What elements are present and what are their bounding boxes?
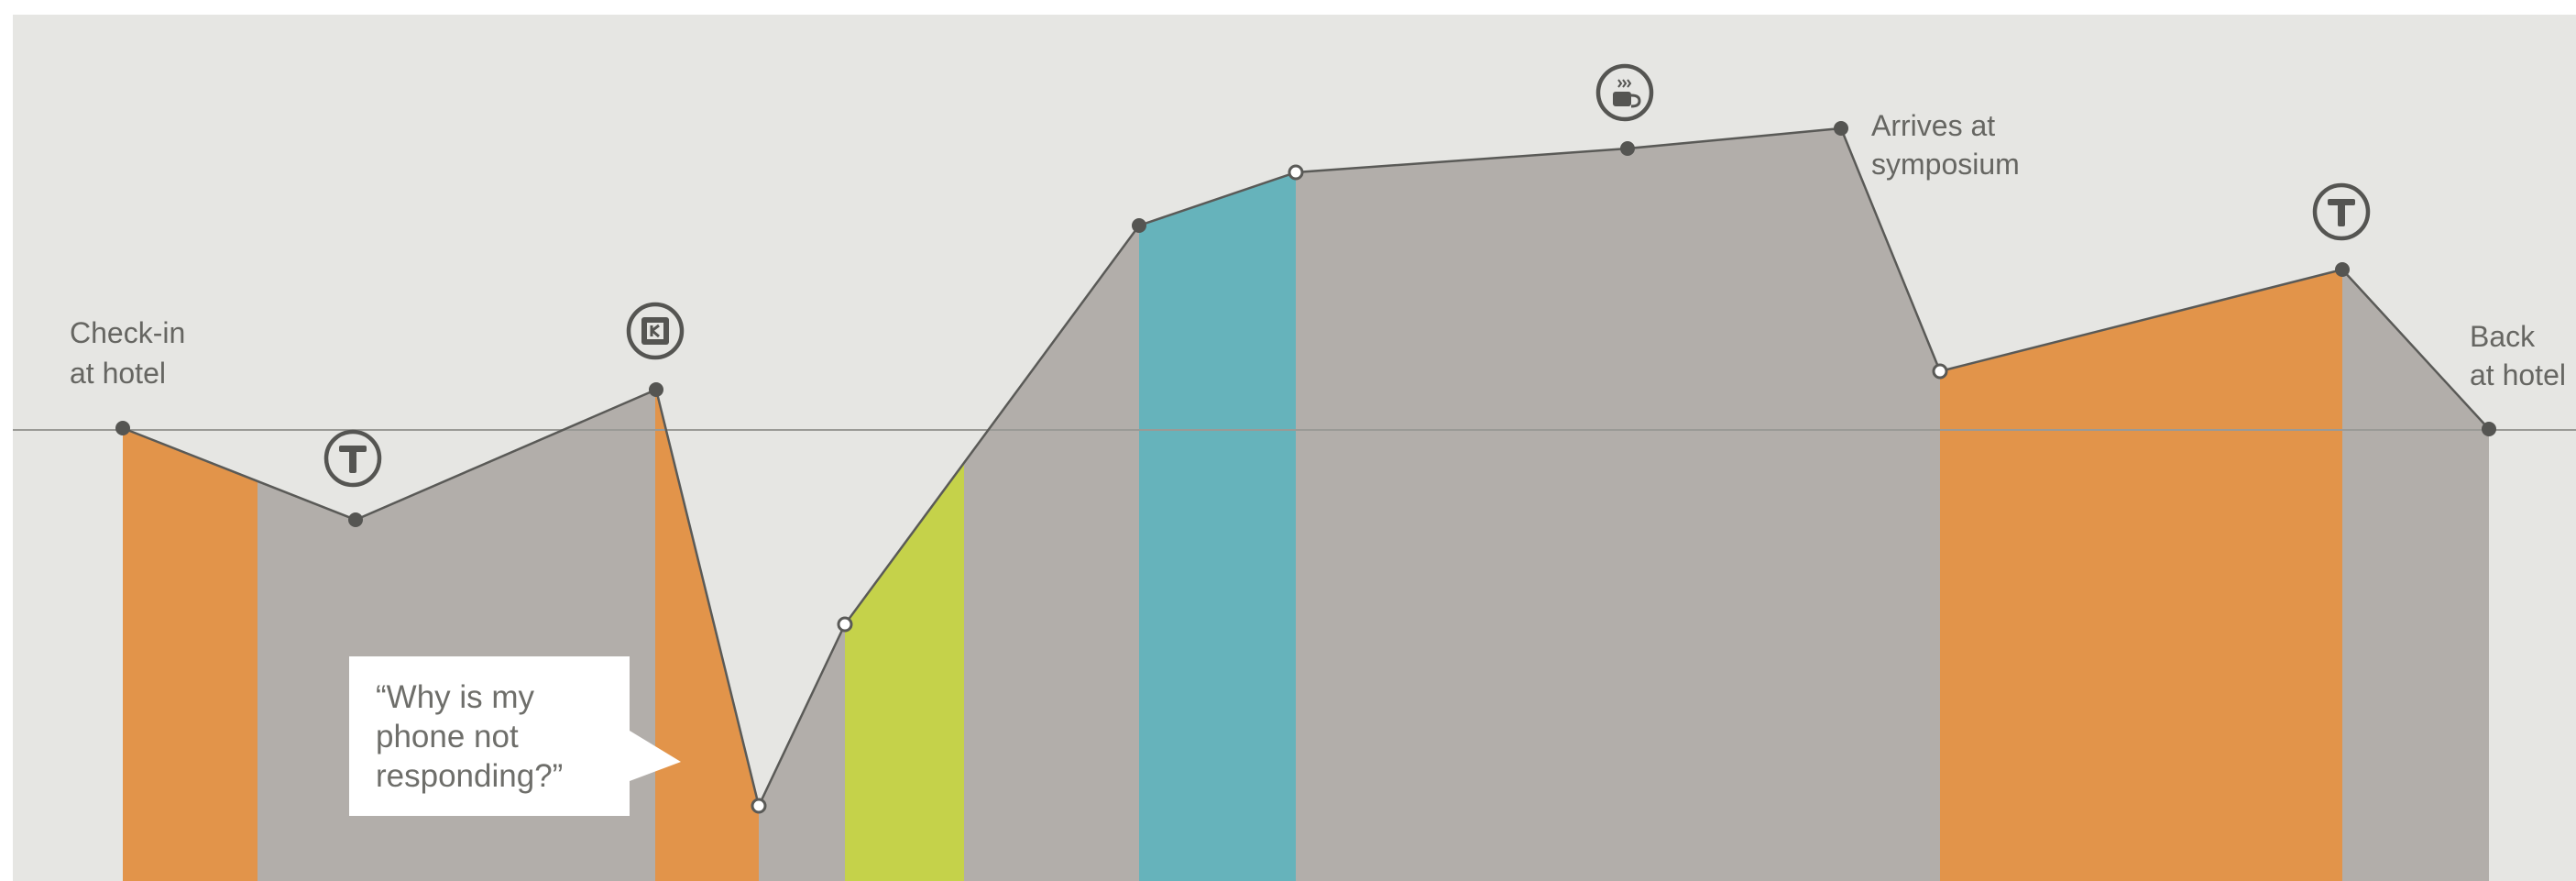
check-in-label-line2: at hotel [70,357,166,390]
journey-points [115,121,2496,814]
arrives-label-line1: Arrives at [1871,109,1995,142]
journey-segment [2342,270,2489,881]
kiosk-k-icon [626,302,685,360]
journey-point-drop [1932,363,1948,380]
journey-line [122,127,2490,809]
phone-issue-callout: “Why is my phone not responding?” [349,656,681,816]
journey-point-recovery [837,616,853,633]
journey-segment [1139,172,1296,881]
journey-point-transit-2 [2335,262,2350,277]
journey-point-arrives [1834,121,1848,136]
transit-t-icon [323,429,382,488]
callout-line3: responding?” [376,758,563,794]
callout-line2: phone not [376,719,519,754]
transit-t-icon [2312,182,2371,241]
arrives-label-line2: symposium [1871,148,2020,181]
journey-segment [655,390,759,881]
journey-segment [1940,270,2342,881]
journey-point-peak-open [1288,164,1304,181]
journey-point-peak-start [1132,218,1146,233]
journey-segment [1296,128,1940,881]
check-in-label-line1: Check-in [70,316,185,349]
back-label-line1: Back [2470,320,2536,353]
journey-segment [845,462,964,881]
journey-segment [123,428,258,881]
callout-line1: “Why is my [376,679,535,715]
journey-segments [123,128,2489,881]
journey-point-kiosk [649,382,663,397]
journey-point-back [2482,422,2496,436]
journey-segment [759,624,845,881]
journey-point-check-in [115,421,130,435]
journey-point-transit-1 [348,512,363,527]
journey-point-phone-issue [751,798,767,814]
journey-segment [964,226,1139,881]
back-label-line2: at hotel [2470,358,2566,391]
coffee-cup-icon [1595,63,1654,122]
journey-point-coffee [1620,141,1635,156]
